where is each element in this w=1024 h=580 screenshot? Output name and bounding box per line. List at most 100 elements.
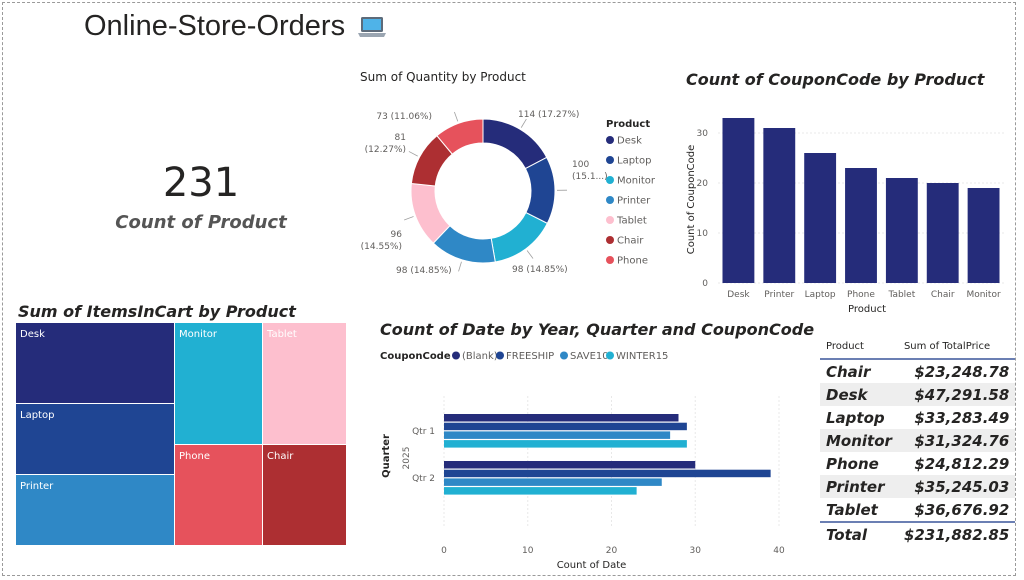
price-cell: $36,676.92 <box>914 500 1010 519</box>
x-tick-label: 40 <box>773 546 785 556</box>
treemap-label: Printer <box>20 481 54 492</box>
product-cell: Printer <box>820 475 898 498</box>
x-tick-label: Monitor <box>966 290 1001 300</box>
donut-data-label: 100 (15.1...) <box>572 160 608 182</box>
legend-item[interactable]: WINTER15 <box>616 351 668 362</box>
legend-item-printer[interactable]: Printer <box>617 196 651 207</box>
legend-marker <box>560 351 568 360</box>
donut-slice-phone[interactable] <box>436 118 484 155</box>
legend-marker <box>606 351 614 360</box>
legend-item[interactable]: (Blank) <box>462 351 498 362</box>
legend-marker <box>606 156 614 164</box>
treemap-tile-desk[interactable]: Desk <box>16 323 174 403</box>
x-tick-label: Tablet <box>887 290 915 300</box>
y-tick-label: 0 <box>702 279 708 289</box>
bar-tablet[interactable] <box>885 178 918 283</box>
x-tick-label: Phone <box>847 290 875 300</box>
table-row: Printer $35,245.03 <box>820 475 1016 498</box>
leader-line <box>526 250 534 259</box>
x-tick-label: 10 <box>522 546 534 556</box>
laptop-icon <box>358 17 387 38</box>
hbar-chart[interactable]: CouponCode (Blank) FREESHIP SAVE10 WINTER15 0… <box>372 344 792 574</box>
bar-phone[interactable] <box>845 168 877 283</box>
legend-marker <box>496 351 504 360</box>
total-label: Total <box>820 521 898 546</box>
column-header[interactable]: Product <box>820 338 898 360</box>
donut-chart[interactable]: 114 (17.27%) 100 (15.1...) 98 (14.85%) 98 (1… <box>340 90 670 290</box>
leader-line <box>520 118 527 128</box>
hbar-qtr2-freeship[interactable] <box>444 469 771 478</box>
treemap-title: Sum of ItemsInCart by Product <box>18 302 296 321</box>
hbar-qtr1-freeship[interactable] <box>444 422 687 431</box>
leader-line <box>404 216 414 221</box>
bar-printer[interactable] <box>763 128 796 283</box>
table-row: Chair $23,248.78 <box>820 359 1015 383</box>
legend-marker <box>606 196 614 204</box>
legend-item-tablet[interactable]: Tablet <box>616 216 647 227</box>
hbar-qtr1-winter15[interactable] <box>444 440 687 448</box>
hbar-qtr1-save10[interactable] <box>444 431 671 439</box>
hbar-qtr2-save10[interactable] <box>444 478 662 486</box>
treemap-label: Laptop <box>20 410 55 421</box>
donut-slice-monitor[interactable] <box>490 211 548 263</box>
bar-desk[interactable] <box>722 118 755 283</box>
product-cell: Desk <box>820 383 898 406</box>
donut-data-label: 73 (11.06%) <box>376 112 432 122</box>
legend-item-monitor[interactable]: Monitor <box>617 176 656 187</box>
donut-data-label: 96 (14.55%) <box>361 230 403 252</box>
total-value: $231,882.85 <box>897 521 1016 546</box>
hbar-qtr1-blank[interactable] <box>444 414 679 422</box>
bar-monitor[interactable] <box>967 188 1000 283</box>
column-header[interactable]: Sum of TotalPrice <box>897 338 1016 360</box>
column-chart-title: Count of CouponCode by Product <box>686 70 985 89</box>
x-tick-label: Desk <box>727 290 750 300</box>
treemap-label: Phone <box>179 451 210 462</box>
legend-item[interactable]: SAVE10 <box>570 351 609 362</box>
treemap-tile-tablet[interactable]: Tablet <box>263 323 346 444</box>
y-tick-label: 30 <box>697 129 709 139</box>
donut-data-label: 114 (17.27%) <box>518 110 579 120</box>
x-tick-label: 0 <box>441 546 447 556</box>
hbar-qtr2-blank[interactable] <box>444 461 696 469</box>
treemap-tile-laptop[interactable]: Laptop <box>16 404 174 474</box>
donut-slice-laptop[interactable] <box>524 156 556 225</box>
bar-chair[interactable] <box>926 183 959 283</box>
hbar-chart-title: Count of Date by Year, Quarter and Coupo… <box>380 320 815 339</box>
table-row: Laptop $33,283.49 <box>820 406 1015 429</box>
price-cell: $23,248.78 <box>914 362 1010 381</box>
price-cell: $24,812.29 <box>914 454 1010 473</box>
price-cell: $35,245.03 <box>897 475 1016 498</box>
leader-line <box>408 151 418 157</box>
column-chart[interactable]: 0 10 20 30 Desk Printer Laptop Phone Tablet Chair… <box>680 96 1010 318</box>
hbar-qtr2-winter15[interactable] <box>444 487 637 495</box>
legend-item-chair[interactable]: Chair <box>617 236 644 247</box>
total-row: Total $231,882.85 <box>820 521 1016 546</box>
x-tick-label: Laptop <box>805 290 836 300</box>
treemap-tile-phone[interactable]: Phone <box>175 445 262 545</box>
bar-laptop[interactable] <box>804 153 837 283</box>
legend-marker <box>606 176 614 184</box>
page-title: Online-Store-Orders <box>84 10 387 43</box>
price-table: Product Sum of TotalPrice Chair $23,248.7… <box>820 338 1016 546</box>
treemap-tile-monitor[interactable]: Monitor <box>175 323 262 444</box>
treemap-tile-printer[interactable]: Printer <box>16 475 174 545</box>
legend-marker <box>606 236 614 244</box>
legend-item-phone[interactable]: Phone <box>617 256 648 267</box>
legend-item-desk[interactable]: Desk <box>617 136 642 147</box>
treemap-tile-chair[interactable]: Chair <box>263 445 346 545</box>
card-value: 231 <box>162 160 240 206</box>
treemap-label: Monitor <box>179 329 218 340</box>
legend-marker <box>606 136 614 144</box>
x-axis-title: Count of Date <box>557 560 627 571</box>
legend-item-laptop[interactable]: Laptop <box>617 156 651 167</box>
price-cell: $33,283.49 <box>914 408 1010 427</box>
treemap-chart[interactable]: Desk Laptop Printer Monitor Phone Tablet Chair <box>16 323 346 545</box>
donut-slice-desk[interactable] <box>482 118 548 170</box>
donut-title: Sum of Quantity by Product <box>360 70 526 84</box>
table-row: Tablet $36,676.92 <box>820 498 1015 522</box>
legend-item[interactable]: FREESHIP <box>506 351 554 362</box>
x-axis-title: Product <box>848 304 886 315</box>
y-tick-label: Qtr 1 <box>412 427 435 437</box>
table-row: Desk $47,291.58 <box>820 383 1016 406</box>
product-cell: Phone <box>826 454 879 473</box>
